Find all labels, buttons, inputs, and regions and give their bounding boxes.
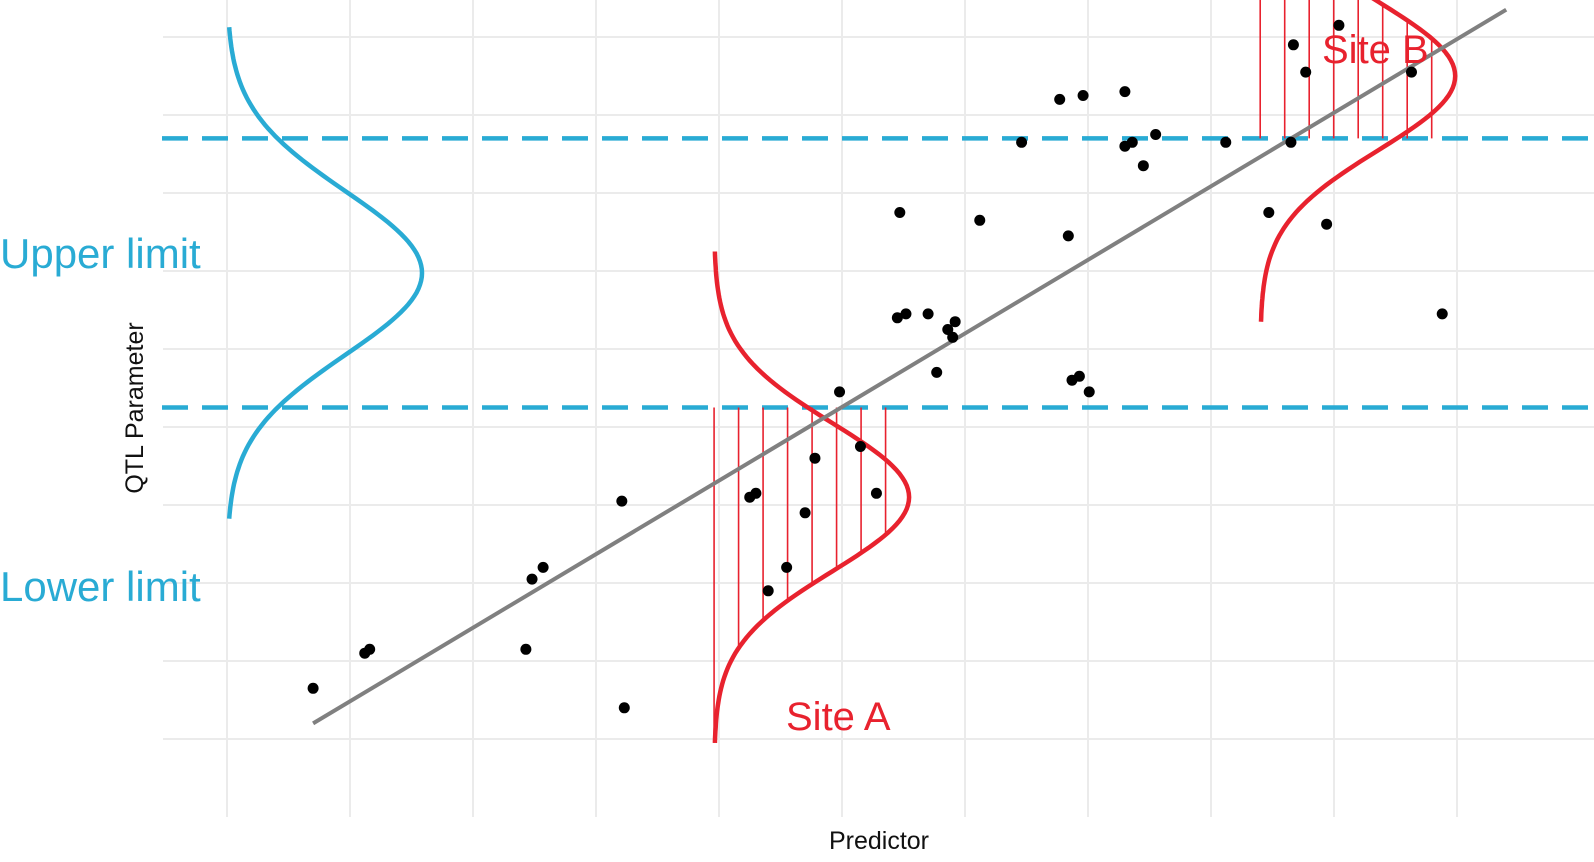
data-point: [809, 452, 821, 464]
data-point: [894, 207, 906, 218]
data-point: [1062, 230, 1074, 242]
data-point: [762, 585, 774, 597]
data-point: [1285, 136, 1297, 148]
reference-distribution-curve: [226, 27, 425, 519]
x-axis-title: Predictor: [829, 827, 929, 855]
data-point: [1077, 90, 1089, 101]
data-point: [799, 507, 811, 519]
data-point: [537, 561, 549, 573]
fit-line: [312, 7, 1508, 726]
data-point: [1333, 19, 1345, 31]
distributions: [226, 0, 1458, 743]
data-point: [781, 561, 793, 573]
data-point: [834, 386, 846, 398]
data-point: [947, 331, 959, 343]
data-point: [1073, 370, 1085, 382]
data-point: [900, 308, 912, 320]
data-point: [750, 487, 762, 499]
data-point: [618, 702, 630, 714]
data-point: [1263, 207, 1275, 218]
data-point: [1054, 93, 1066, 105]
data-point: [949, 316, 961, 328]
data-point: [307, 682, 319, 694]
site-b-distribution-curve: [1258, 0, 1458, 322]
data-point: [1436, 308, 1448, 320]
data-point: [1083, 386, 1095, 398]
data-point: [1016, 136, 1028, 148]
data-point: [1300, 66, 1312, 78]
fit-line-group: [312, 7, 1508, 726]
data-point: [870, 487, 882, 499]
data-points: [307, 19, 1448, 714]
site-a-distribution-curve: [712, 251, 912, 743]
data-point: [891, 312, 903, 324]
data-point: [1150, 129, 1162, 140]
data-point: [526, 573, 538, 585]
labels: Upper limit Lower limit Site A Site B Pr…: [0, 28, 1429, 855]
data-point: [1137, 160, 1149, 172]
data-point: [931, 366, 943, 378]
data-point: [1220, 136, 1232, 148]
data-point: [922, 308, 934, 320]
data-point: [364, 643, 376, 655]
upper-limit-label: Upper limit: [0, 230, 201, 277]
limit-lines: [162, 136, 1594, 410]
data-point: [1321, 218, 1333, 230]
lower-limit-label: Lower limit: [0, 563, 201, 610]
data-point: [974, 214, 986, 226]
data-point: [854, 441, 866, 452]
site-b-label: Site B: [1322, 28, 1429, 72]
data-point: [1287, 39, 1299, 51]
data-point: [1126, 136, 1138, 148]
site-a-label: Site A: [786, 695, 891, 739]
y-axis-title: QTL Parameter: [121, 322, 149, 493]
data-point: [616, 495, 628, 507]
data-point: [520, 643, 532, 655]
data-point: [1119, 86, 1131, 98]
data-point: [1405, 66, 1417, 78]
